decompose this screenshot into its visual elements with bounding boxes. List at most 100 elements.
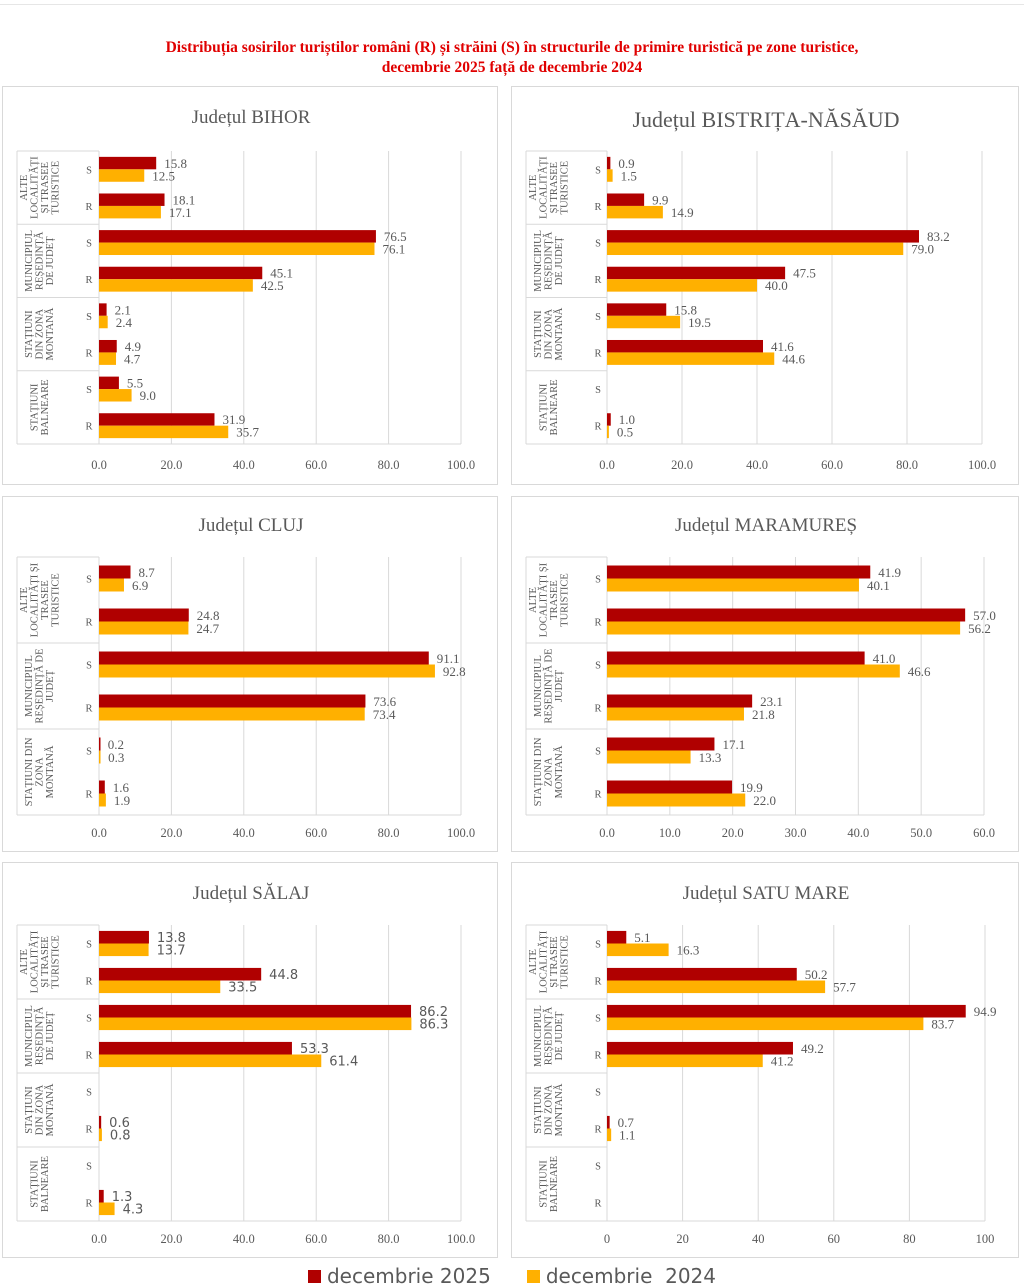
data-label-dec-2025: 13.8 bbox=[157, 931, 186, 946]
legend-item-dec-2024: decembrie 2024 bbox=[526, 1264, 716, 1288]
chart-cluj: Județul CLUJ 0.0 20.0 40.0 60.0 80.0 100.0 ALTE… bbox=[16, 515, 475, 840]
group-label-line: STAȚIUNI DIN bbox=[533, 737, 544, 806]
group-label-line: MUNICIPIUL bbox=[533, 230, 544, 292]
category-label: S bbox=[595, 1014, 601, 1025]
bar-dec-2025 bbox=[607, 1115, 610, 1129]
group-label: ALTELOCALITĂȚI ȘITRASEETURISTICE bbox=[528, 562, 571, 637]
x-tick-label: 20.0 bbox=[722, 826, 744, 840]
bar-dec-2025 bbox=[99, 1189, 104, 1203]
data-label-dec-2024: 35.7 bbox=[236, 425, 259, 440]
bar-dec-2025 bbox=[99, 193, 165, 206]
bar-dec-2025 bbox=[607, 266, 786, 280]
bar-dec-2024 bbox=[99, 389, 132, 402]
category-label: S bbox=[595, 747, 601, 758]
group-label-line: REȘEDINȚĂ bbox=[543, 1006, 555, 1065]
bar-dec-2024 bbox=[607, 621, 961, 635]
data-label-dec-2025: 24.8 bbox=[197, 608, 220, 623]
category-label: S bbox=[595, 1162, 601, 1173]
group-label-line: MONTANĂ bbox=[44, 307, 56, 360]
data-label-dec-2024: 21.8 bbox=[752, 707, 775, 722]
x-tick-label: 100.0 bbox=[447, 826, 475, 840]
data-label-dec-2024: 73.4 bbox=[373, 707, 396, 722]
bar-dec-2025 bbox=[99, 565, 131, 579]
bar-dec-2024 bbox=[99, 242, 375, 256]
group-label-line: STAȚIUNI bbox=[24, 1086, 35, 1134]
bar-dec-2025 bbox=[607, 156, 611, 170]
bar-dec-2025 bbox=[99, 1115, 102, 1129]
category-label: R bbox=[85, 790, 92, 801]
bar-dec-2025 bbox=[607, 413, 611, 426]
bar-dec-2024 bbox=[607, 750, 691, 764]
x-tick-label: 80.0 bbox=[378, 826, 400, 840]
chart-title: Județul CLUJ bbox=[198, 515, 303, 536]
group-label: MUNICIPIULREȘEDINȚĂDE JUDEȚ bbox=[24, 1005, 56, 1067]
group-label-line: REȘEDINȚĂ bbox=[34, 231, 46, 290]
bar-dec-2025 bbox=[99, 156, 157, 170]
category-label: R bbox=[85, 977, 92, 988]
data-label-dec-2025: 53.3 bbox=[300, 1042, 329, 1057]
bar-dec-2025 bbox=[607, 339, 763, 353]
chart-panel-cluj: Județul CLUJ 0.0 20.0 40.0 60.0 80.0 100.0 ALTE… bbox=[2, 496, 498, 852]
group-label: STAȚIUNIBALNEARE bbox=[29, 379, 51, 435]
x-tick-label: 100.0 bbox=[968, 458, 996, 472]
data-label-dec-2024: 61.4 bbox=[329, 1055, 358, 1070]
data-label-dec-2024: 14.9 bbox=[671, 205, 694, 220]
group-label-line: TURISTICE bbox=[559, 573, 570, 627]
data-label-dec-2025: 9.9 bbox=[652, 192, 668, 207]
group-label-line: MUNICIPIUL bbox=[533, 1005, 544, 1067]
bar-dec-2025 bbox=[607, 651, 865, 665]
group-label-line: STAȚIUNI bbox=[533, 1086, 544, 1134]
data-label-dec-2024: 16.3 bbox=[677, 943, 700, 958]
group-label-line: STAȚIUNI DIN bbox=[24, 737, 35, 806]
data-label-dec-2024: 79.0 bbox=[911, 242, 934, 257]
bar-dec-2025 bbox=[607, 303, 667, 316]
group-label-line: MONTANĂ bbox=[44, 1083, 56, 1136]
x-tick-label: 80 bbox=[903, 1232, 916, 1246]
data-label-dec-2024: 1.1 bbox=[619, 1128, 635, 1143]
x-tick-label: 10.0 bbox=[659, 826, 681, 840]
bar-dec-2025 bbox=[99, 413, 215, 426]
chart-panel-bihor: Județul BIHOR 0.0 20.0 40.0 60.0 80.0 100.0 ALT… bbox=[2, 86, 498, 485]
data-label-dec-2025: 1.3 bbox=[112, 1190, 133, 1205]
data-label-dec-2025: 83.2 bbox=[927, 229, 950, 244]
data-label-dec-2025: 0.2 bbox=[108, 737, 124, 752]
category-label: S bbox=[595, 385, 601, 396]
group-label-line: TURISTICE bbox=[559, 161, 570, 215]
bar-dec-2024 bbox=[607, 242, 904, 256]
x-tick-label: 60.0 bbox=[305, 458, 327, 472]
group-label: ALTELOCALITĂȚIȘI TRASEETURISTICE bbox=[528, 156, 571, 219]
data-label-dec-2025: 2.1 bbox=[115, 302, 131, 317]
group-label-line: MONTANĂ bbox=[553, 1083, 565, 1136]
bar-dec-2024 bbox=[99, 1054, 322, 1068]
chart-legend: decembrie 2025 decembrie 2024 bbox=[0, 1264, 1024, 1288]
bar-dec-2024 bbox=[99, 750, 101, 764]
bar-dec-2025 bbox=[607, 930, 627, 944]
category-label: R bbox=[594, 275, 601, 286]
category-label: S bbox=[86, 1088, 92, 1099]
group-label: MUNICIPIULREȘEDINȚĂDE JUDEȚ bbox=[24, 230, 56, 292]
data-label-dec-2025: 1.6 bbox=[113, 780, 130, 795]
x-tick-label: 20.0 bbox=[671, 458, 693, 472]
data-label-dec-2024: 4.7 bbox=[124, 351, 141, 366]
bar-dec-2025 bbox=[607, 1004, 966, 1018]
chart-title: Județul SĂLAJ bbox=[193, 883, 310, 904]
category-label: R bbox=[594, 202, 601, 213]
data-label-dec-2025: 0.9 bbox=[618, 156, 634, 171]
bar-dec-2025 bbox=[99, 780, 105, 794]
category-label: S bbox=[86, 1014, 92, 1025]
data-label-dec-2024: 4.3 bbox=[123, 1203, 144, 1218]
group-label-line: DIN ZONA bbox=[35, 308, 46, 359]
bar-dec-2025 bbox=[99, 303, 107, 316]
legend-item-dec-2025: decembrie 2025 bbox=[307, 1264, 491, 1288]
data-label-dec-2024: 92.8 bbox=[443, 664, 466, 679]
bar-dec-2025 bbox=[607, 694, 753, 708]
bar-dec-2025 bbox=[99, 266, 263, 280]
data-label-dec-2024: 2.4 bbox=[116, 315, 133, 330]
category-label: S bbox=[86, 940, 92, 951]
group-label-line: DIN ZONA bbox=[544, 308, 555, 359]
page-title: Distribuția sosirilor turiștilor români … bbox=[0, 38, 1024, 78]
bar-dec-2024 bbox=[607, 315, 681, 329]
group-label-line: REȘEDINȚĂ bbox=[543, 231, 555, 290]
group-label: STAȚIUNIDIN ZONAMONTANĂ bbox=[533, 307, 565, 360]
chart-bihor: Județul BIHOR 0.0 20.0 40.0 60.0 80.0 100.0 ALT… bbox=[16, 107, 475, 472]
